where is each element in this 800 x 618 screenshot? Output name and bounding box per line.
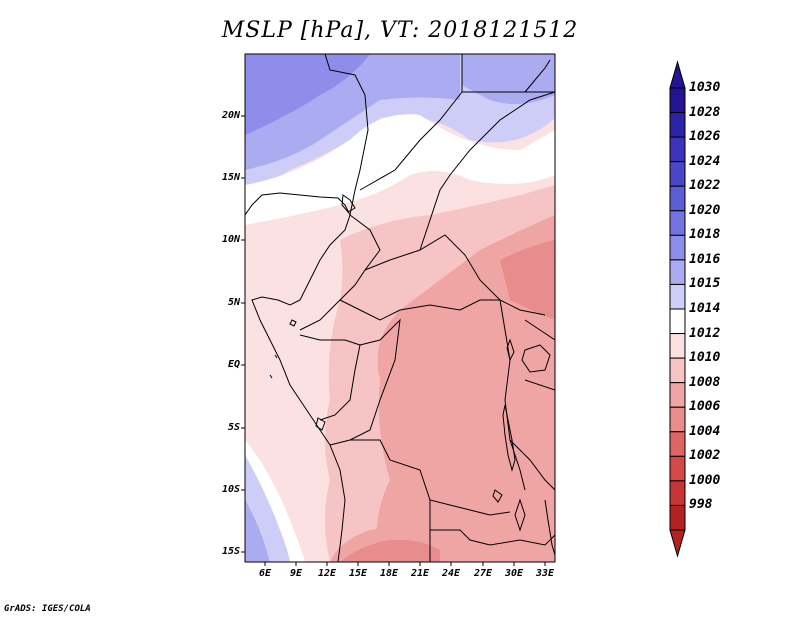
colorbar-swatch: [669, 185, 686, 212]
borders: [245, 54, 555, 562]
lat-label: EQ: [227, 359, 240, 370]
colorbar-swatch: [669, 333, 686, 359]
colorbar-swatch: [669, 308, 686, 335]
colorbar-swatch: [669, 161, 686, 187]
border-east2: [524, 319, 555, 341]
colorbar-label: 1022: [689, 178, 721, 194]
lon-label: 6E: [258, 568, 272, 579]
lake-chad: [341, 194, 356, 213]
contour-1008-east: [500, 240, 555, 320]
mozambique-border: [544, 499, 555, 556]
lat-label: 15S: [221, 546, 240, 557]
border-north: [324, 54, 369, 216]
border-chad: [419, 91, 555, 251]
colorbar-label: 1018: [689, 227, 721, 243]
colorbar-label: 1020: [689, 202, 721, 218]
colorbar-label: 1016: [689, 251, 721, 267]
lake-malawi: [514, 498, 526, 532]
border-tanz: [509, 439, 555, 491]
border-congo: [339, 299, 500, 321]
border-east: [499, 299, 526, 491]
colorbar-swatch: [669, 455, 686, 482]
colorbar-label: 1012: [689, 325, 721, 341]
lake-mweru: [492, 489, 503, 503]
lat-label: 5S: [227, 422, 240, 433]
coastal-islands: [269, 354, 278, 379]
red-sea-coast: [524, 59, 551, 93]
colorbar-label: 1024: [689, 153, 721, 169]
colorbar-swatch: [669, 259, 686, 285]
lon-label: 24E: [441, 568, 461, 579]
lat-label: 5N: [227, 297, 240, 308]
border-gabon: [299, 334, 361, 421]
colorbar-swatch: [669, 87, 686, 114]
border-drc: [329, 318, 401, 446]
colorbar-swatch: [669, 136, 686, 163]
colorbar-swatch: [669, 283, 686, 310]
colorbar-swatch: [669, 234, 686, 261]
border-central: [299, 214, 381, 331]
border-car: [364, 234, 546, 316]
colorbar-swatch: [669, 406, 686, 433]
colorbar-label: 1008: [689, 374, 721, 390]
lon-label: 30E: [504, 568, 524, 579]
lon-label: 15E: [348, 568, 368, 579]
colorbar-swatch: [669, 431, 686, 457]
colorbar-swatch: [669, 504, 686, 531]
colorbar-label: 1014: [689, 301, 721, 316]
bioko-island: [289, 319, 297, 327]
lon-label: 21E: [410, 568, 430, 579]
lake-tanganyika: [502, 404, 516, 472]
contour-1008-south: [340, 539, 440, 562]
colorbar-label: 1015: [689, 276, 721, 292]
colorbar-label: 1000: [689, 472, 721, 488]
credit-text: GrADS: IGES/COLA: [4, 604, 91, 614]
colorbar-swatch: [669, 210, 686, 236]
lake-albert: [506, 338, 515, 362]
border-east3: [524, 379, 555, 391]
lon-label: 27E: [473, 568, 493, 579]
lat-label: 10S: [221, 484, 240, 495]
colorbar-label: 1006: [689, 399, 721, 415]
lat-label: 15N: [221, 172, 240, 183]
colorbar-label: 1030: [689, 80, 721, 95]
colorbar-label: 1028: [689, 104, 721, 120]
lon-label: 33E: [535, 568, 555, 579]
colorbar-label: 1026: [689, 129, 721, 145]
lake-victoria: [521, 344, 551, 373]
border-sahel: [359, 91, 463, 191]
colorbar-bottom-arrow: [669, 529, 686, 558]
colorbar-swatch: [669, 357, 686, 384]
contour-1020: [245, 54, 370, 135]
pressure-field: [245, 54, 555, 562]
lon-label: 12E: [317, 568, 337, 579]
colorbar-label: 998: [689, 497, 713, 513]
cabinda: [315, 417, 326, 431]
colorbar-label: 1010: [689, 350, 721, 366]
map-title: MSLP [hPa], VT: 2018121512: [221, 18, 579, 43]
map-frame: [244, 53, 556, 563]
lat-label: 20N: [221, 110, 240, 121]
tick-marks: [241, 115, 546, 566]
colorbar-swatch: [669, 382, 686, 408]
colorbar-label: 1002: [689, 448, 721, 464]
colorbar-top-arrow: [669, 60, 686, 89]
coastline: [245, 192, 351, 562]
colorbar-swatch: [669, 112, 686, 138]
lat-label: 10N: [221, 234, 240, 245]
lon-label: 18E: [379, 568, 399, 579]
contour-1018-sw: [245, 500, 270, 562]
lon-label: 9E: [289, 568, 303, 579]
colorbar-label: 1004: [689, 423, 721, 439]
colorbar-swatch: [669, 480, 686, 506]
colorbar: [669, 60, 686, 558]
border-zambia: [429, 500, 555, 546]
